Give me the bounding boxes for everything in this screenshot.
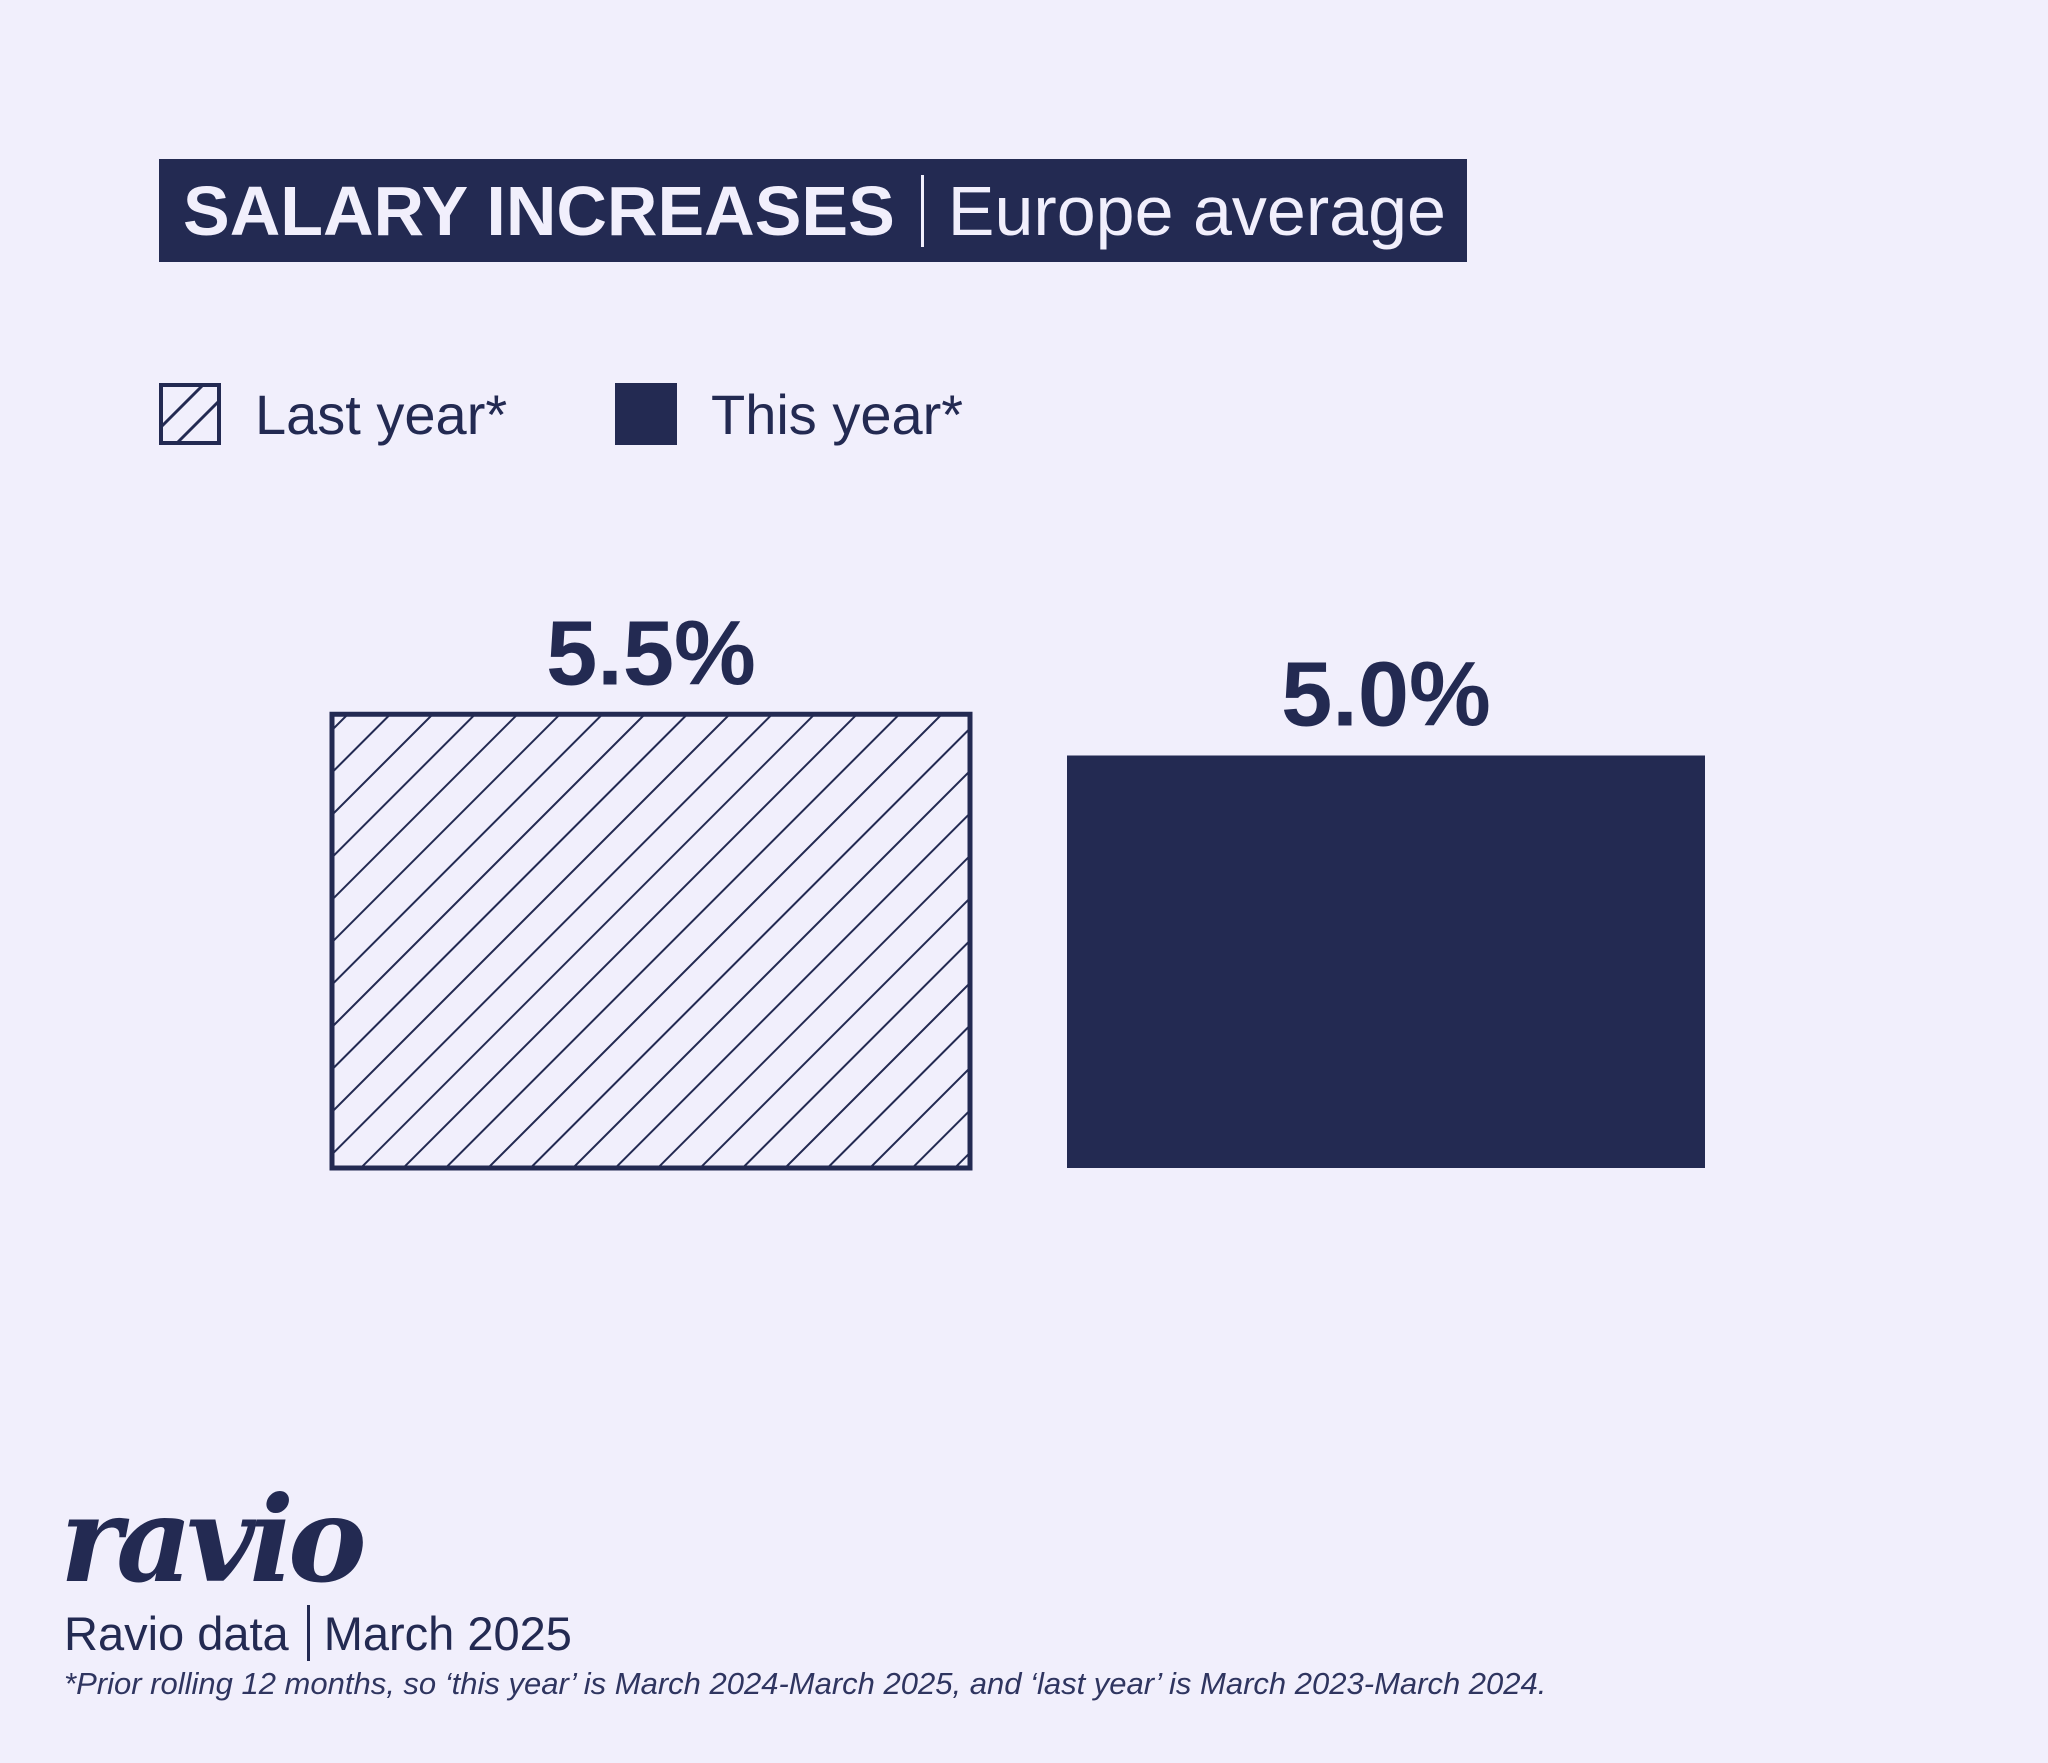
chart-subtitle: Europe average bbox=[947, 171, 1446, 250]
legend-label: Last year* bbox=[255, 382, 508, 446]
source-label: Ravio data bbox=[64, 1606, 289, 1660]
chart-title-banner: SALARY INCREASES Europe average bbox=[159, 159, 1467, 262]
data-label: 5.5% bbox=[546, 602, 756, 704]
source-line: Ravio data March 2025 bbox=[64, 1605, 572, 1661]
bar-this-year bbox=[1067, 755, 1705, 1168]
footnote: *Prior rolling 12 months, so ‘this year’… bbox=[64, 1666, 1547, 1701]
data-label: 5.0% bbox=[1281, 644, 1491, 746]
chart-title: SALARY INCREASES bbox=[183, 171, 895, 250]
legend-swatch-hatched bbox=[159, 383, 221, 445]
legend-item-this-year: This year* bbox=[615, 382, 964, 446]
legend-swatch-solid bbox=[615, 383, 677, 445]
bar-last-year bbox=[329, 711, 973, 1171]
legend-label: This year* bbox=[711, 382, 964, 446]
title-divider bbox=[920, 174, 924, 247]
legend-item-last-year: Last year* bbox=[159, 382, 508, 446]
ravio-logo: ravio bbox=[60, 1470, 367, 1609]
source-date: March 2025 bbox=[323, 1606, 572, 1660]
source-divider bbox=[306, 1605, 310, 1661]
